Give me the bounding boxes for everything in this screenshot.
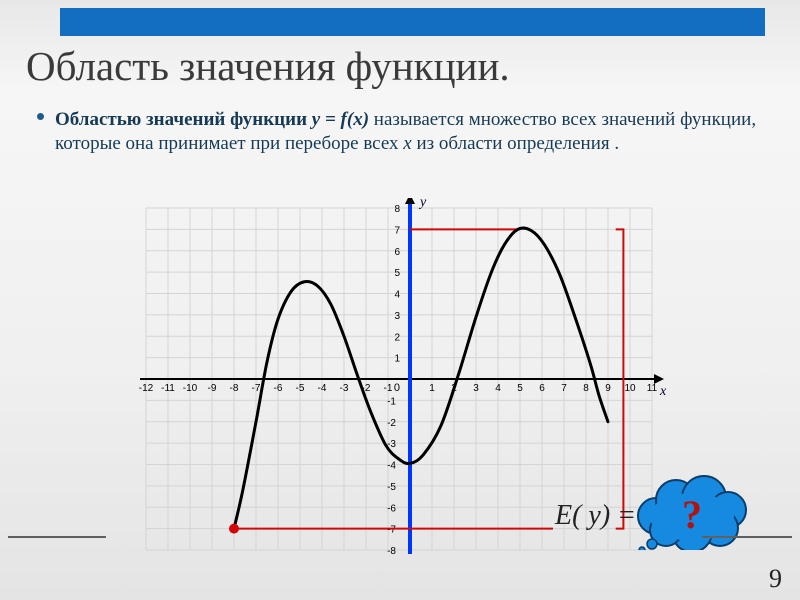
- svg-text:11: 11: [647, 383, 658, 394]
- svg-text:-9: -9: [208, 383, 217, 394]
- def-func: у = f(x): [312, 109, 369, 130]
- definition-text: Областью значений функции у = f(x) назыв…: [55, 108, 760, 156]
- svg-text:-1: -1: [384, 383, 393, 394]
- svg-text:10: 10: [624, 383, 636, 394]
- svg-text:-5: -5: [387, 482, 396, 493]
- svg-text:8: 8: [394, 204, 400, 215]
- svg-text:x: x: [659, 384, 667, 399]
- range-notation: E( y) =: [555, 500, 636, 532]
- svg-text:2: 2: [394, 332, 400, 343]
- svg-text:-11: -11: [161, 383, 175, 394]
- svg-text:0: 0: [394, 382, 400, 394]
- bullet-icon: [37, 113, 44, 120]
- svg-text:-4: -4: [387, 461, 396, 472]
- svg-text:-8: -8: [230, 383, 239, 394]
- svg-text:y: y: [418, 198, 427, 210]
- svg-text:7: 7: [394, 225, 400, 236]
- svg-text:-12: -12: [139, 383, 154, 394]
- svg-text:4: 4: [394, 290, 400, 301]
- question-cloud: ?: [632, 470, 752, 550]
- svg-text:-6: -6: [387, 503, 396, 514]
- svg-text:5: 5: [394, 268, 400, 279]
- svg-text:3: 3: [473, 383, 479, 394]
- divider-right: [702, 536, 792, 538]
- svg-text:6: 6: [539, 383, 545, 394]
- banner: [60, 8, 765, 36]
- page-number: 9: [769, 564, 782, 594]
- svg-text:-2: -2: [387, 418, 396, 429]
- svg-text:-7: -7: [387, 525, 396, 536]
- svg-text:-1: -1: [387, 396, 396, 407]
- divider-left: [8, 536, 106, 538]
- svg-text:6: 6: [394, 247, 400, 258]
- svg-text:-4: -4: [318, 383, 327, 394]
- svg-text:-8: -8: [387, 546, 396, 557]
- svg-text:-6: -6: [274, 383, 283, 394]
- notation-text: E( y) =: [555, 500, 636, 531]
- svg-text:-5: -5: [296, 383, 305, 394]
- svg-text:?: ?: [682, 492, 702, 537]
- svg-text:-3: -3: [340, 383, 349, 394]
- svg-text:4: 4: [495, 383, 501, 394]
- def-lead: Областью значений функции: [55, 109, 312, 130]
- svg-text:-10: -10: [183, 383, 198, 394]
- svg-text:3: 3: [394, 311, 400, 322]
- svg-text:1: 1: [429, 383, 435, 394]
- def-xvar: х: [403, 133, 411, 154]
- def-tail2: из области определения .: [412, 133, 619, 154]
- cloud-icon: ?: [632, 470, 752, 550]
- page-title: Область значения функции.: [26, 42, 510, 90]
- svg-text:7: 7: [561, 383, 567, 394]
- svg-text:9: 9: [605, 383, 611, 394]
- svg-text:5: 5: [517, 383, 523, 394]
- svg-text:-7: -7: [252, 383, 261, 394]
- svg-text:8: 8: [583, 383, 589, 394]
- svg-text:1: 1: [394, 354, 400, 365]
